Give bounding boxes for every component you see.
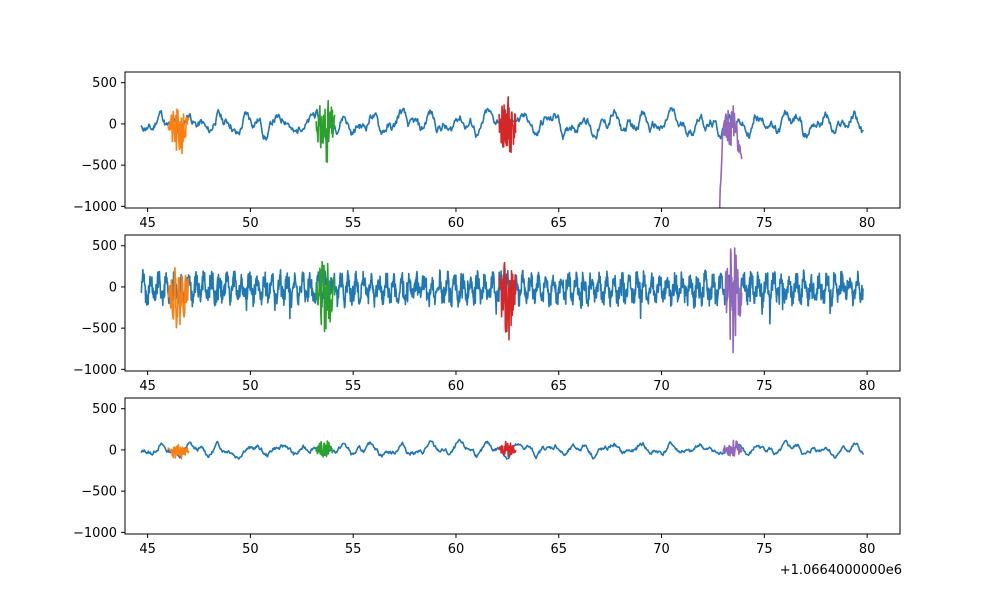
series-line-4 bbox=[498, 96, 517, 154]
y-tick-label: −500 bbox=[81, 485, 117, 500]
y-tick-label: −500 bbox=[81, 159, 117, 174]
y-tick-label: −1000 bbox=[73, 200, 117, 215]
x-tick-label: 60 bbox=[448, 542, 465, 557]
x-tick-label: 50 bbox=[242, 379, 259, 394]
x-tick-label: 45 bbox=[139, 216, 156, 231]
x-tick-label: 70 bbox=[653, 216, 670, 231]
y-tick-label: 500 bbox=[92, 239, 117, 254]
x-tick-label: 45 bbox=[139, 379, 156, 394]
y-tick-label: −1000 bbox=[73, 363, 117, 378]
x-tick-label: 55 bbox=[345, 216, 362, 231]
x-tick-label: 65 bbox=[550, 216, 567, 231]
y-tick-label: 0 bbox=[109, 280, 117, 295]
series-line-4 bbox=[498, 440, 517, 458]
x-tick-label: 50 bbox=[242, 216, 259, 231]
series-line-5 bbox=[722, 439, 743, 457]
series-line-3 bbox=[315, 440, 334, 458]
series-line-2 bbox=[167, 108, 190, 155]
axes-frame bbox=[124, 234, 901, 372]
subplot-3: 45 50 55 60 65 70 75 80 −1000 −500 0 500 +1.06640000… bbox=[73, 397, 902, 578]
x-tick-label: 60 bbox=[448, 216, 465, 231]
series-line-3 bbox=[315, 260, 336, 333]
plot-area bbox=[140, 438, 864, 460]
x-tick-label: 65 bbox=[550, 542, 567, 557]
y-tick-label: 500 bbox=[92, 402, 117, 417]
plot-area bbox=[140, 96, 864, 208]
x-tick-label: 55 bbox=[345, 379, 362, 394]
x-tick-label: 70 bbox=[653, 379, 670, 394]
x-tick-label: 75 bbox=[756, 216, 773, 231]
y-tick-label: 0 bbox=[109, 443, 117, 458]
x-tick-label: 65 bbox=[550, 379, 567, 394]
x-tick-label: 45 bbox=[139, 542, 156, 557]
series-line-2 bbox=[167, 266, 190, 329]
x-tick-label: 50 bbox=[242, 542, 259, 557]
plot-area bbox=[140, 247, 864, 354]
series-line-3 bbox=[315, 99, 336, 163]
axes-frame bbox=[124, 71, 901, 209]
x-tick-label: 75 bbox=[756, 542, 773, 557]
subplot-2: 45 50 55 60 65 70 75 80 −1000 −500 0 500 bbox=[73, 234, 901, 394]
x-tick-label: 80 bbox=[859, 379, 876, 394]
axes-frame bbox=[124, 397, 901, 535]
y-tick-label: 0 bbox=[109, 117, 117, 132]
x-tick-label: 55 bbox=[345, 542, 362, 557]
y-tick-label: −500 bbox=[81, 322, 117, 337]
subplot-1: 45 50 55 60 65 70 75 80 −1000 −500 0 500 bbox=[73, 71, 901, 231]
x-tick-label: 70 bbox=[653, 542, 670, 557]
x-tick-label: 75 bbox=[756, 379, 773, 394]
x-tick-label: 60 bbox=[448, 379, 465, 394]
x-tick-label: 80 bbox=[859, 216, 876, 231]
series-line-5 bbox=[718, 105, 743, 208]
series-line-4 bbox=[498, 261, 517, 341]
y-tick-label: −1000 bbox=[73, 526, 117, 541]
x-offset-label: +1.0664000000e6 bbox=[780, 563, 902, 578]
series-line-2 bbox=[167, 444, 190, 460]
series-line-5 bbox=[724, 247, 743, 354]
y-tick-label: 500 bbox=[92, 76, 117, 91]
x-tick-label: 80 bbox=[859, 542, 876, 557]
